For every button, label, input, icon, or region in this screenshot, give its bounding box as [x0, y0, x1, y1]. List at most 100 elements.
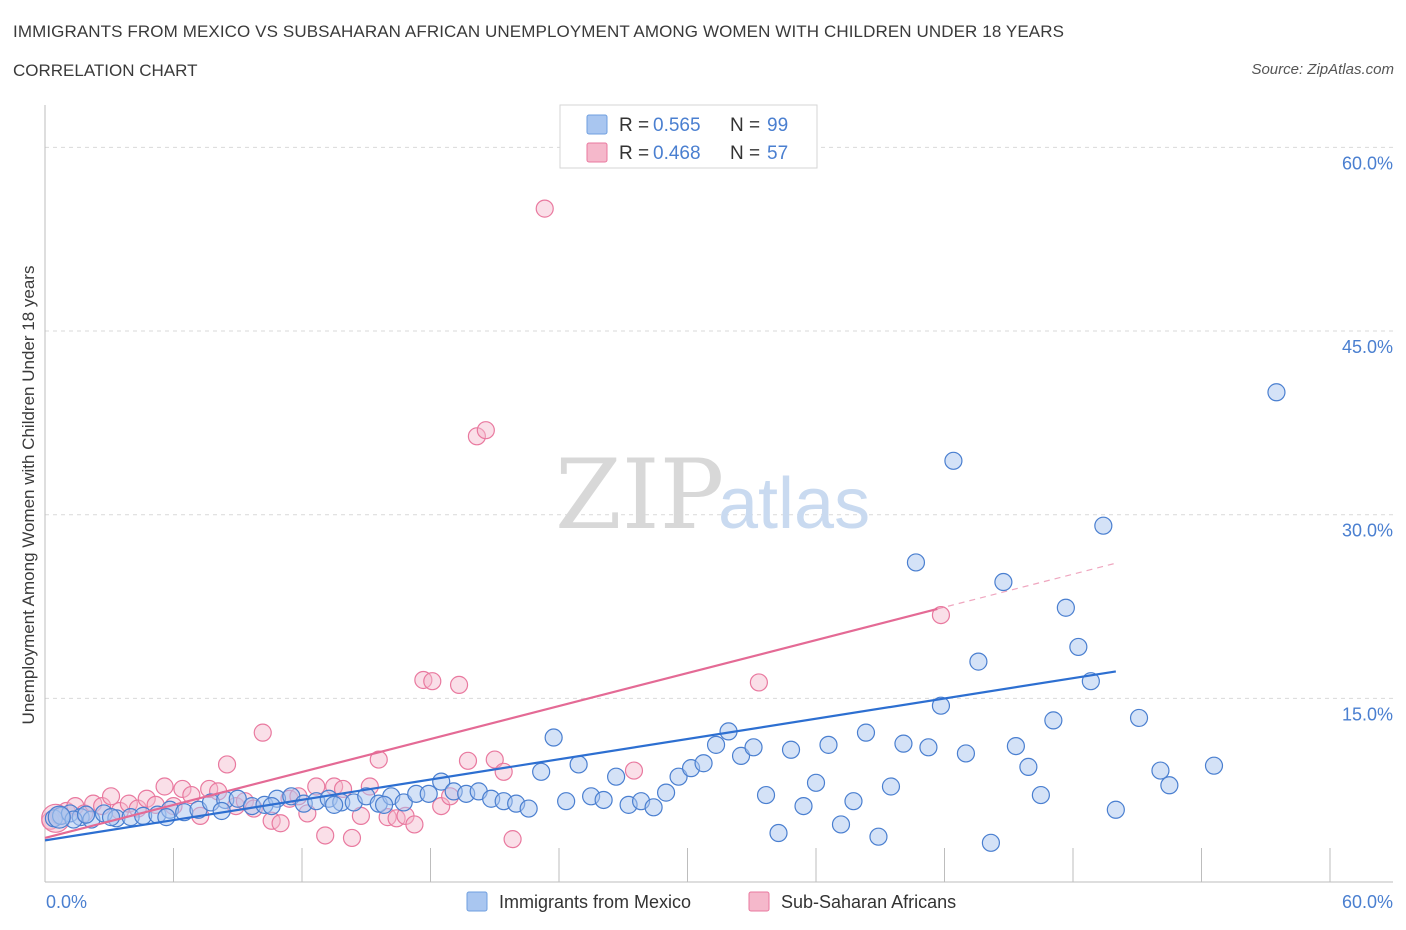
watermark-atlas: atlas	[718, 464, 870, 544]
legend-n-label-mexico: N =	[730, 115, 760, 136]
data-point-mexico	[819, 735, 838, 754]
axes	[44, 105, 1393, 883]
data-point-subsaharan	[467, 427, 487, 446]
source-label: Source: ZipAtlas.com	[1251, 61, 1394, 78]
tick-labels: 15.0% 30.0% 45.0% 60.0% 0.0% 60.0%	[46, 153, 1393, 912]
legend: R = 0.565 N = 99 R = 0.468 N = 57	[559, 104, 818, 169]
data-point-mexico	[1204, 756, 1224, 775]
data-point-subsaharan	[931, 605, 951, 625]
data-point-subsaharan	[458, 751, 478, 770]
data-point-subsaharan	[101, 787, 121, 806]
data-point-mexico	[831, 815, 851, 834]
data-point-mexico	[706, 735, 726, 754]
data-point-mexico	[557, 792, 576, 811]
data-point-mexico	[731, 746, 751, 765]
data-point-mexico	[1006, 736, 1025, 756]
bottom-legend-swatch-mexico	[466, 891, 488, 912]
data-point-mexico	[76, 805, 96, 824]
data-point-subsaharan	[137, 789, 156, 808]
legend-r-value-subsaharan: 0.468	[653, 143, 701, 164]
bottom-legend: Immigrants from Mexico Sub-Saharan Afric…	[466, 891, 956, 912]
data-point-subsaharan	[535, 199, 554, 218]
x-tick-label: 60.0%	[1342, 892, 1393, 912]
data-point-mexico	[656, 783, 676, 802]
data-point-mexico	[956, 744, 976, 763]
legend-r-label-mexico: R =	[619, 115, 649, 136]
y-tick-label: 15.0%	[1342, 704, 1393, 724]
data-point-mexico	[569, 755, 588, 774]
series-mexico-points	[44, 383, 1286, 852]
data-point-mexico	[694, 754, 713, 773]
data-point-subsaharan	[624, 761, 644, 780]
data-point-mexico	[781, 740, 801, 759]
data-point-mexico	[532, 762, 551, 781]
data-point-mexico	[756, 785, 776, 805]
data-point-mexico	[1267, 383, 1286, 402]
data-point-mexico	[931, 696, 951, 715]
trend-lines	[44, 562, 1117, 842]
y-axis-label: Unemployment Among Women with Children U…	[19, 266, 38, 725]
data-point-mexico	[607, 767, 626, 786]
data-point-mexico	[1129, 708, 1149, 728]
data-point-subsaharan	[342, 828, 362, 848]
data-point-mexico	[994, 572, 1013, 592]
data-point-subsaharan	[316, 826, 335, 845]
data-point-subsaharan	[369, 750, 388, 769]
data-point-mexico	[794, 796, 813, 816]
data-point-mexico	[881, 777, 901, 796]
data-point-mexico	[919, 738, 938, 757]
data-point-mexico	[1019, 757, 1038, 777]
data-point-mexico	[744, 738, 763, 757]
data-point-mexico	[1094, 516, 1113, 535]
data-point-subsaharan	[485, 750, 504, 769]
data-point-subsaharan	[494, 762, 513, 781]
data-point-mexico	[1044, 711, 1063, 730]
data-point-subsaharan	[155, 777, 174, 796]
y-tick-label: 60.0%	[1342, 153, 1393, 173]
data-point-mexico	[1151, 761, 1170, 780]
data-point-mexico	[1069, 637, 1088, 657]
data-point-subsaharan	[217, 755, 237, 774]
data-point-mexico	[1056, 598, 1075, 617]
data-point-mexico	[419, 784, 438, 803]
trend-line-subsaharan-extension	[937, 562, 1116, 610]
data-point-mexico	[594, 790, 613, 810]
legend-n-value-subsaharan: 57	[767, 143, 788, 164]
data-point-mexico	[519, 799, 538, 818]
data-point-mexico	[844, 792, 863, 811]
data-point-mexico	[1106, 800, 1125, 819]
y-tick-label: 45.0%	[1342, 337, 1393, 357]
grid-lines	[45, 146, 1393, 699]
data-point-mexico	[669, 767, 688, 786]
data-point-subsaharan	[749, 673, 768, 692]
trend-line-subsaharan	[44, 607, 938, 839]
data-point-mexico	[806, 773, 826, 792]
legend-r-value-mexico: 0.565	[653, 115, 701, 136]
data-point-mexico	[856, 723, 876, 742]
bottom-legend-label-mexico: Immigrants from Mexico	[499, 892, 691, 912]
watermark: ZIP atlas	[555, 439, 870, 551]
legend-n-label-subsaharan: N =	[730, 143, 760, 164]
data-point-mexico	[644, 798, 663, 817]
data-point-subsaharan	[253, 723, 272, 742]
legend-r-label-subsaharan: R =	[619, 143, 649, 164]
legend-swatch-mexico	[586, 114, 608, 135]
y-tick-label: 30.0%	[1342, 521, 1393, 541]
data-point-mexico	[969, 652, 988, 671]
data-point-mexico	[769, 823, 788, 843]
data-point-mexico	[894, 734, 913, 753]
legend-n-value-mexico: 99	[767, 115, 788, 136]
watermark-zip: ZIP	[555, 439, 724, 551]
data-point-subsaharan	[405, 815, 424, 834]
data-point-mexico	[325, 795, 344, 814]
data-point-mexico	[944, 451, 963, 470]
data-point-mexico	[1160, 776, 1179, 795]
bottom-legend-swatch-subsaharan	[748, 891, 770, 912]
data-point-mexico	[228, 789, 247, 808]
data-point-mexico	[374, 795, 394, 814]
data-point-mexico	[1031, 785, 1050, 805]
data-point-mexico	[394, 793, 413, 812]
data-point-mexico	[47, 805, 71, 829]
data-point-mexico	[869, 827, 888, 846]
